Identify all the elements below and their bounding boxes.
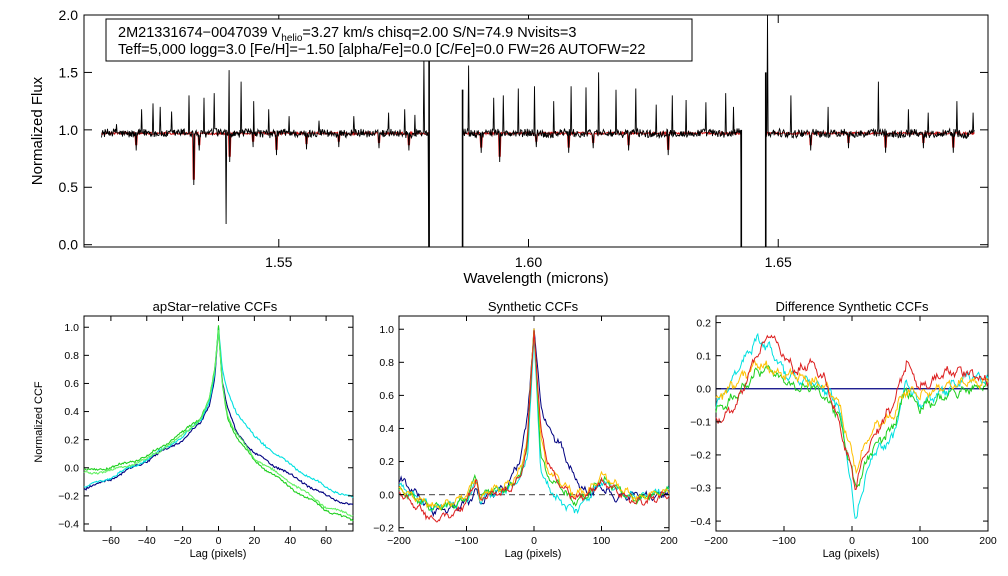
y-tick-label: 0.0 bbox=[379, 489, 394, 501]
y-tick-label: 0.0 bbox=[696, 383, 711, 395]
x-tick-label: −20 bbox=[174, 535, 192, 547]
y-tick-label: 0.1 bbox=[696, 350, 711, 362]
annotation-stats: =3.27 km/s chisq=2.00 S/N=74.9 Nvisits=3 bbox=[302, 25, 576, 41]
spectrum-plot-frame bbox=[83, 14, 989, 248]
difference-ccf-title: Difference Synthetic CCFs bbox=[776, 299, 929, 314]
observed-spectrum-segment-2 bbox=[462, 65, 742, 248]
spectrum-ticks: 1.55 1.60 1.65 0.0 0.5 1.0 1.5 2.0 bbox=[59, 7, 988, 270]
difference-ccf-x-label: Lag (pixels) bbox=[823, 548, 880, 560]
y-tick-label: 0.2 bbox=[696, 317, 711, 329]
y-tick-label: 0.6 bbox=[379, 390, 394, 402]
x-tick-label: −100 bbox=[455, 535, 479, 547]
apstar-ccf-series-4 bbox=[83, 330, 354, 517]
x-tick-label: 200 bbox=[660, 535, 678, 547]
synthetic-ccf-x-label: Lag (pixels) bbox=[505, 548, 562, 560]
difference-ccf-panel: Difference Synthetic CCFs −200 −100 0 100 20… bbox=[690, 299, 997, 560]
apstar-ccf-series-3 bbox=[84, 325, 354, 522]
apstar-ccf-title: apStar−relative CCFs bbox=[153, 299, 278, 314]
y-tick-label: 1.0 bbox=[64, 322, 79, 334]
y-tick-label: 0.2 bbox=[64, 434, 79, 446]
x-tick-label: 40 bbox=[284, 535, 296, 547]
x-tick-label: 20 bbox=[249, 535, 261, 547]
y-tick-label: 0.0 bbox=[59, 237, 79, 253]
x-tick-label: 200 bbox=[979, 535, 997, 547]
y-tick-label: 0.4 bbox=[64, 406, 79, 418]
apstar-ccf-series-1 bbox=[83, 327, 354, 506]
synthetic-ccf-title: Synthetic CCFs bbox=[488, 299, 579, 314]
y-tick-label: 0.6 bbox=[64, 378, 79, 390]
y-tick-label: 1.0 bbox=[379, 324, 394, 336]
x-tick-label: 0 bbox=[849, 535, 855, 547]
y-tick-label: −0.4 bbox=[58, 519, 79, 531]
x-tick-label: −100 bbox=[772, 535, 796, 547]
apstar-ccf-lines bbox=[83, 325, 354, 522]
x-tick-label: 60 bbox=[320, 535, 332, 547]
x-tick-label: −60 bbox=[102, 535, 120, 547]
y-tick-label: 0.8 bbox=[64, 350, 79, 362]
x-tick-label: 100 bbox=[593, 535, 611, 547]
synthetic-ccf-series-4 bbox=[398, 328, 670, 511]
synthetic-ccf-panel: Synthetic CCFs −200 −100 0 100 200 −0.2 0.0 0.2… bbox=[373, 299, 678, 560]
y-tick-label: 0.2 bbox=[379, 456, 394, 468]
annotation-star-id: 2M21331674−0047039 V bbox=[118, 25, 282, 41]
annotation-vhelio-subscript: helio bbox=[281, 33, 303, 44]
y-tick-label: −0.2 bbox=[690, 450, 711, 462]
difference-ccf-series-4 bbox=[715, 334, 989, 491]
apstar-ccf-panel: apStar−relative CCFs −60 −40 −20 0 20 40 60 −0.… bbox=[33, 299, 354, 560]
apstar-ccf-x-label: Lag (pixels) bbox=[190, 548, 247, 560]
apstar-ccf-ticks: −60 −40 −20 0 20 40 60 −0.4 −0.2 0.0 0.2 0.4 0.6 0.8 1… bbox=[58, 316, 353, 547]
y-tick-label: −0.2 bbox=[373, 522, 394, 534]
spectrum-lines bbox=[101, 14, 975, 248]
x-tick-label: 1.55 bbox=[265, 254, 292, 270]
spectrum-annotation-box: 2M21331674−0047039 Vhelio=3.27 km/s chis… bbox=[105, 18, 693, 62]
x-tick-label: 0 bbox=[216, 535, 222, 547]
y-tick-label: −0.4 bbox=[690, 516, 711, 528]
synthetic-ccf-series-5 bbox=[398, 330, 670, 523]
difference-ccf-series-3 bbox=[715, 360, 989, 475]
y-tick-label: 1.0 bbox=[59, 122, 79, 138]
annotation-frame bbox=[105, 18, 693, 62]
x-tick-label: 0 bbox=[531, 535, 537, 547]
synthetic-ccf-series-1 bbox=[398, 328, 670, 518]
synthetic-ccf-lines bbox=[398, 328, 670, 523]
y-tick-label: 1.5 bbox=[59, 64, 79, 80]
difference-ccf-lines bbox=[715, 332, 989, 519]
spectrum-x-label: Wavelength (microns) bbox=[463, 270, 608, 287]
model-spectrum-segment-3 bbox=[765, 130, 975, 148]
annotation-line-1: 2M21331674−0047039 Vhelio=3.27 km/s chis… bbox=[118, 25, 576, 44]
difference-ccf-ticks: −200 −100 0 100 200 −0.4 −0.3 −0.2 −0.1 0.0 0.1 0.2 bbox=[690, 316, 997, 547]
observed-spectrum-segment-3 bbox=[765, 14, 975, 153]
spectrum-panel: 1.55 1.60 1.65 0.0 0.5 1.0 1.5 2.0 Wavelength (… bbox=[29, 7, 989, 287]
x-tick-label: −200 bbox=[704, 535, 728, 547]
difference-ccf-series-2 bbox=[715, 364, 989, 488]
apstar-ccf-y-label: Normalized CCF bbox=[33, 381, 45, 463]
difference-ccf-plot-frame bbox=[715, 315, 989, 532]
y-tick-label: 2.0 bbox=[59, 7, 79, 23]
synthetic-ccf-series-2 bbox=[398, 334, 670, 515]
observed-spectrum-segment-1 bbox=[101, 58, 430, 248]
y-tick-label: 0.4 bbox=[379, 423, 394, 435]
x-tick-label: 1.65 bbox=[765, 254, 792, 270]
y-tick-label: 0.0 bbox=[64, 462, 79, 474]
apstar-ccf-plot-frame bbox=[83, 315, 354, 532]
annotation-line-2: Teff=5,000 logg=3.0 [Fe/H]=−1.50 [alpha/… bbox=[118, 42, 645, 58]
x-tick-label: −200 bbox=[387, 535, 411, 547]
y-tick-label: 0.5 bbox=[59, 179, 79, 195]
x-tick-label: 1.60 bbox=[515, 254, 542, 270]
synthetic-ccf-ticks: −200 −100 0 100 200 −0.2 0.0 0.2 0.4 0.6 0.8 1.0 bbox=[373, 316, 678, 547]
y-tick-label: −0.3 bbox=[690, 483, 711, 495]
difference-ccf-series-1 bbox=[715, 332, 989, 519]
y-tick-label: −0.1 bbox=[690, 417, 711, 429]
x-tick-label: −40 bbox=[138, 535, 156, 547]
synthetic-ccf-series-3 bbox=[398, 328, 670, 511]
y-tick-label: −0.2 bbox=[58, 491, 79, 503]
spectrum-y-label: Normalized Flux bbox=[29, 76, 46, 185]
x-tick-label: 100 bbox=[911, 535, 929, 547]
y-tick-label: 0.8 bbox=[379, 357, 394, 369]
